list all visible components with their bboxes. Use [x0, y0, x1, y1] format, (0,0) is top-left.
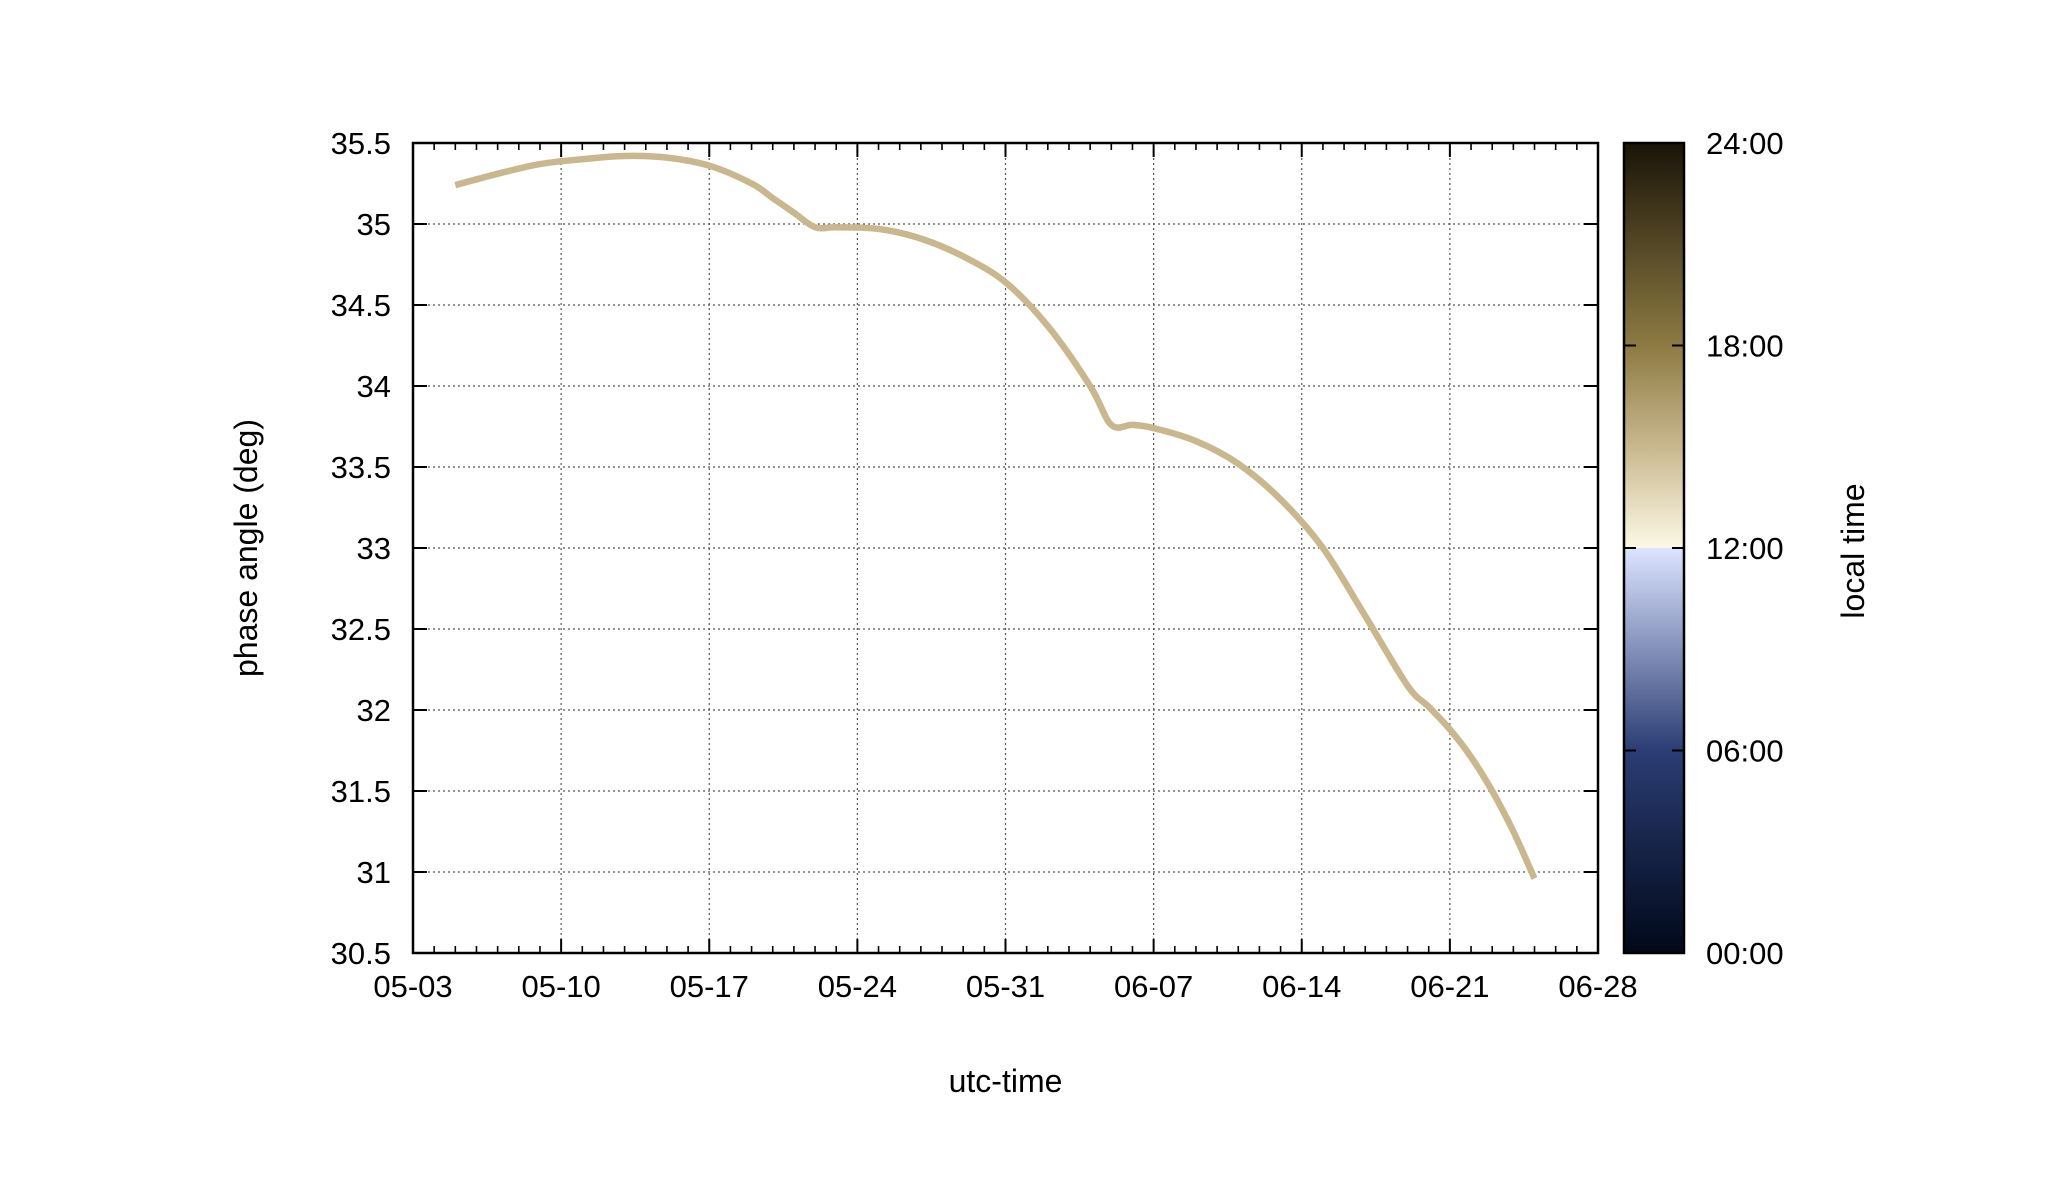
phase-angle-line — [454, 152, 1538, 880]
x-tick-label: 06-07 — [1114, 969, 1193, 1004]
y-tick-label: 31.5 — [331, 774, 391, 809]
x-tick-label: 05-24 — [818, 969, 897, 1004]
colorbar-tick-label: 00:00 — [1706, 936, 1784, 971]
x-tick-label: 06-28 — [1558, 969, 1637, 1004]
y-tick-label: 30.5 — [331, 936, 391, 971]
x-tick-label: 05-17 — [670, 969, 749, 1004]
y-tick-label: 34.5 — [331, 288, 391, 323]
x-tick-label: 06-21 — [1410, 969, 1489, 1004]
colorbar-tick-labels: 00:00 06:00 12:00 18:00 24:00 — [1706, 126, 1784, 971]
axis-ticks — [412, 142, 1599, 954]
colorbar-tick-label: 06:00 — [1706, 734, 1784, 769]
colorbar-tick-label: 12:00 — [1706, 531, 1784, 566]
x-tick-labels: 05-03 05-10 05-17 05-24 05-31 06-07 06-14 06-21… — [373, 969, 1637, 1004]
x-axis-label: utc-time — [949, 1063, 1063, 1099]
colorbar-tick-label: 24:00 — [1706, 126, 1784, 161]
y-tick-label: 34 — [357, 369, 391, 404]
colorbar-ticks — [1624, 142, 1684, 954]
y-tick-label: 32 — [357, 693, 391, 728]
y-tick-label: 35 — [357, 207, 391, 242]
y-axis-label: phase angle (deg) — [228, 419, 264, 677]
y-tick-label: 33 — [357, 531, 391, 566]
series-layer — [454, 152, 1538, 880]
x-tick-label: 06-14 — [1262, 969, 1341, 1004]
y-tick-label: 32.5 — [331, 612, 391, 647]
y-tick-label: 33.5 — [331, 450, 391, 485]
y-tick-label: 31 — [357, 855, 391, 890]
y-tick-labels: 30.5 31 31.5 32 32.5 33 33.5 34 34.5 35 35.5 — [331, 126, 391, 971]
colorbar-label: local time — [1835, 483, 1871, 618]
x-tick-label: 05-31 — [966, 969, 1045, 1004]
x-tick-label: 05-10 — [521, 969, 600, 1004]
y-tick-label: 35.5 — [331, 126, 391, 161]
x-tick-label: 05-03 — [373, 969, 452, 1004]
grid-lines — [413, 143, 1598, 953]
colorbar-tick-label: 18:00 — [1706, 329, 1784, 364]
